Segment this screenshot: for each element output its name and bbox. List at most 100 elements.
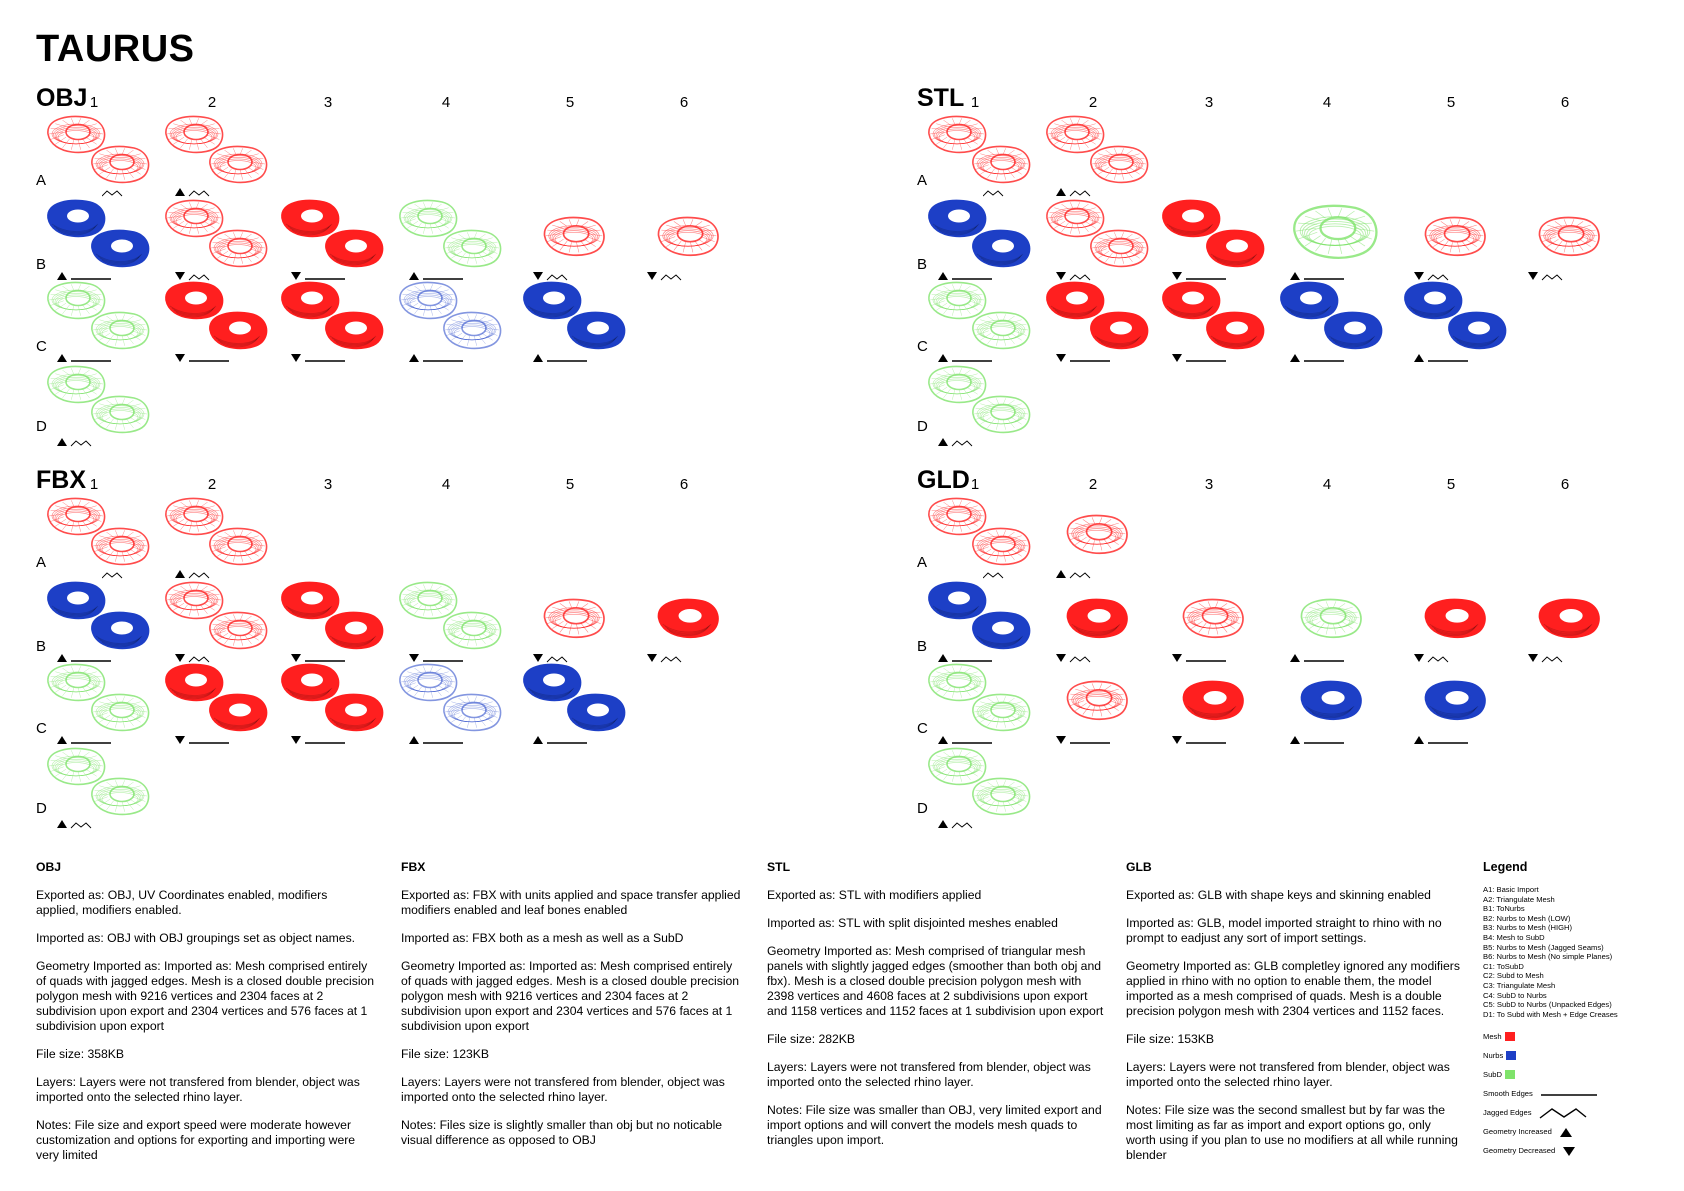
notes-paragraph: Geometry Imported as: Mesh comprised of … xyxy=(767,944,1104,1018)
edge-geometry-marker xyxy=(938,272,992,280)
edge-geometry-marker xyxy=(1414,736,1468,744)
geometry-decreased-icon xyxy=(1172,272,1182,280)
thumbnail-C1 xyxy=(47,281,150,350)
row-letter: C xyxy=(917,338,928,355)
thumbnail-B4 xyxy=(1293,204,1378,259)
notes-paragraph: Exported as: STL with modifiers applied xyxy=(767,888,982,902)
geometry-decreased-icon xyxy=(175,354,185,362)
geometry-increased-icon xyxy=(1414,736,1424,744)
torus-view-front xyxy=(325,311,384,350)
notes-column-obj: OBJ Exported as: OBJ, UV Coordinates enab… xyxy=(36,860,386,1176)
notes-paragraph: Geometry Imported as: GLB completley ign… xyxy=(1126,959,1460,1018)
geometry-decreased-icon xyxy=(291,654,301,662)
jagged-edges-icon xyxy=(1069,274,1091,281)
notes-paragraph: Exported as: OBJ, UV Coordinates enabled… xyxy=(36,888,328,917)
thumbnail-C2 xyxy=(165,663,268,732)
thumbnail-C1 xyxy=(928,663,1031,732)
torus-view xyxy=(543,216,605,257)
edge-geometry-marker xyxy=(1528,654,1563,663)
column-number: 6 xyxy=(679,94,689,111)
jagged-edges-icon xyxy=(660,656,682,663)
column-number: 2 xyxy=(207,94,217,111)
panel-gld: GLD 1 2 3 4 5 6 A B C D xyxy=(917,466,1684,846)
torus-view-top xyxy=(1046,281,1105,320)
torus-view xyxy=(1182,680,1244,721)
torus-view-top xyxy=(47,663,106,702)
panel-title: OBJ xyxy=(36,84,88,112)
thumbnail-B3 xyxy=(1162,199,1265,268)
thumbnail-B1 xyxy=(928,581,1031,650)
legend-symbol-label: Smooth Edges xyxy=(1483,1089,1533,1099)
torus-view-top xyxy=(165,281,224,320)
row-letter: D xyxy=(36,418,47,435)
legend-symbol-label: Jagged Edges xyxy=(1483,1108,1532,1118)
row-letter: C xyxy=(917,720,928,737)
torus-view-top xyxy=(165,497,224,536)
torus-view xyxy=(657,216,719,257)
notes-paragraph: File size: 358KB xyxy=(36,1047,125,1061)
notes-column-glb: GLB Exported as: GLB with shape keys and … xyxy=(1126,860,1476,1176)
legend-item: C2: Subd to Mesh xyxy=(1483,971,1544,981)
jagged-edges-icon xyxy=(188,274,210,281)
torus-view-front xyxy=(91,693,150,732)
torus-view-top xyxy=(399,663,458,702)
thumbnail-C2 xyxy=(1066,680,1128,721)
geometry-decreased-icon xyxy=(175,272,185,280)
jagged-edges-icon xyxy=(1427,274,1449,281)
torus-view-top xyxy=(281,281,340,320)
edge-geometry-marker xyxy=(533,354,587,362)
jagged-edges-icon xyxy=(983,190,1004,197)
column-number: 5 xyxy=(565,94,575,111)
torus-view-front xyxy=(325,693,384,732)
legend-swatch-label: Mesh xyxy=(1483,1032,1502,1042)
edge-geometry-marker xyxy=(409,354,463,362)
edge-geometry-marker xyxy=(1056,272,1091,281)
mesh-swatch xyxy=(1504,1032,1515,1042)
thumbnail-B4 xyxy=(1300,598,1362,639)
jagged-edges-icon xyxy=(1541,656,1563,663)
notes-paragraph: Geometry Imported as: Imported as: Mesh … xyxy=(36,959,375,1033)
torus-view xyxy=(1538,216,1600,257)
thumbnail-C4 xyxy=(399,281,502,350)
notes-column-fbx: FBX Exported as: FBX with units applied a… xyxy=(401,860,751,1161)
edge-geometry-marker xyxy=(1290,654,1344,662)
torus-view-top xyxy=(47,199,106,238)
torus-view-top xyxy=(928,365,987,404)
thumbnail-D1 xyxy=(47,747,150,816)
thumbnail-B6 xyxy=(657,216,719,257)
thumbnail-C3 xyxy=(1182,680,1244,721)
notes-paragraph: File size: 123KB xyxy=(401,1047,490,1061)
legend-item: B3: Nurbs to Mesh (HIGH) xyxy=(1483,923,1573,933)
column-number: 4 xyxy=(441,94,451,111)
geometry-decreased-icon xyxy=(409,654,419,662)
notes-paragraph: Imported as: GLB, model imported straigh… xyxy=(1126,916,1442,945)
edge-geometry-marker xyxy=(1414,654,1449,663)
edge-geometry-marker xyxy=(57,438,92,447)
torus-view-top xyxy=(523,663,582,702)
torus-view-top xyxy=(399,281,458,320)
triangle-down-icon xyxy=(1563,1146,1576,1156)
notes-paragraph: Layers: Layers were not transfered from … xyxy=(401,1075,725,1104)
torus-view xyxy=(1293,204,1378,259)
geometry-decreased-icon xyxy=(1056,272,1066,280)
thumbnail-B1 xyxy=(47,199,150,268)
torus-view-top xyxy=(928,581,987,620)
geometry-increased-icon xyxy=(533,354,543,362)
column-number: 3 xyxy=(323,476,333,493)
geometry-increased-icon xyxy=(1056,188,1066,196)
torus-view-top xyxy=(47,365,106,404)
notes-heading: OBJ xyxy=(36,860,62,874)
thumbnail-B5 xyxy=(1424,216,1486,257)
torus-view xyxy=(1066,680,1128,721)
edge-geometry-marker xyxy=(1056,354,1110,362)
legend-symbol-row: Smooth Edges xyxy=(1483,1084,1678,1103)
edge-geometry-marker xyxy=(1290,272,1344,280)
thumbnail-A2 xyxy=(1066,514,1128,555)
jagged-edges-icon xyxy=(1069,190,1091,197)
thumbnail-C1 xyxy=(47,663,150,732)
torus-view-top xyxy=(1046,199,1105,238)
edge-geometry-marker xyxy=(647,272,682,281)
legend-symbol-label: Geometry Decreased xyxy=(1483,1146,1556,1156)
legend-item: B1: ToNurbs xyxy=(1483,904,1525,914)
geometry-increased-icon xyxy=(533,736,543,744)
